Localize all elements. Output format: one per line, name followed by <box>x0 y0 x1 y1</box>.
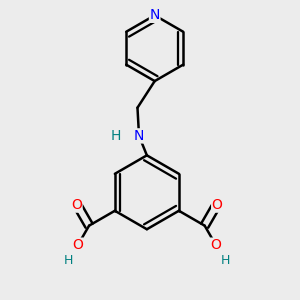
Text: O: O <box>211 238 221 252</box>
Text: O: O <box>71 198 82 212</box>
Text: N: N <box>149 8 160 22</box>
Text: H: H <box>220 254 230 267</box>
Text: H: H <box>64 254 74 267</box>
Text: N: N <box>134 129 144 143</box>
Text: O: O <box>72 238 83 252</box>
Text: H: H <box>110 129 121 143</box>
Text: O: O <box>212 198 223 212</box>
